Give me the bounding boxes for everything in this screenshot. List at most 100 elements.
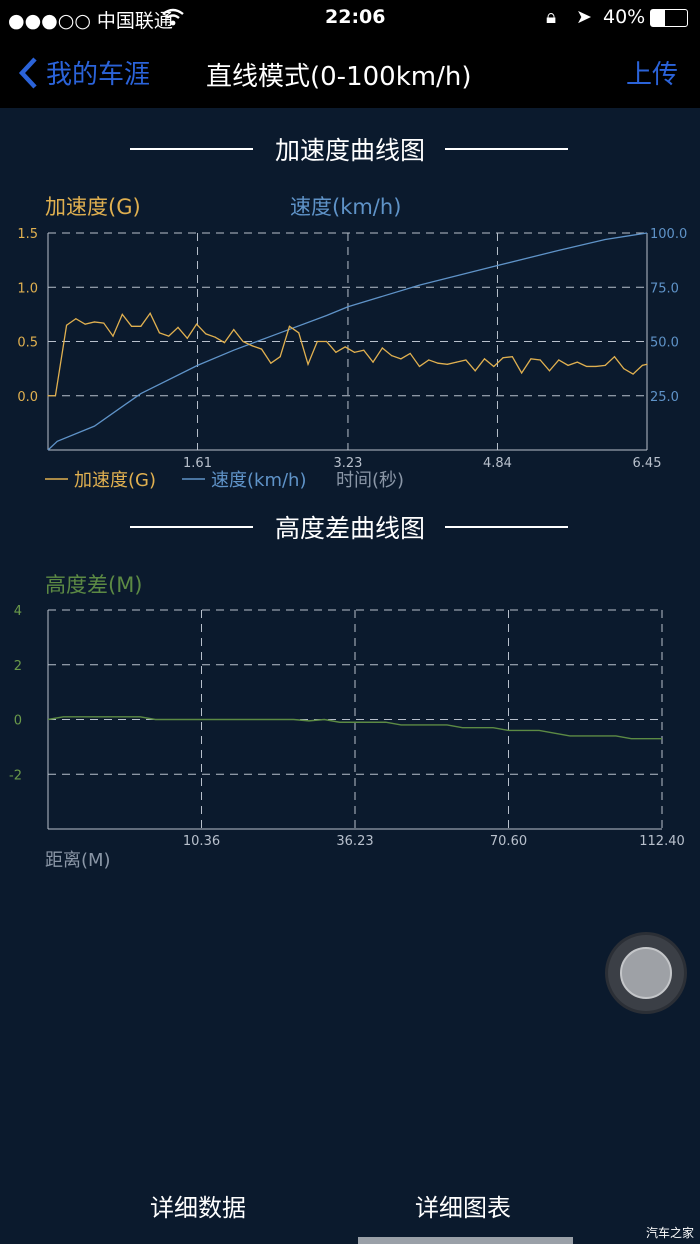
acceleration-point: [465, 359, 467, 361]
acceleration-point: [195, 323, 198, 325]
y-tick-label: 1.5: [17, 227, 38, 242]
acceleration-point: [474, 370, 476, 372]
acceleration-point: [186, 337, 188, 339]
acceleration-point: [646, 363, 648, 365]
speed-line: [47, 232, 648, 451]
y-tick-label: 0: [14, 714, 22, 729]
acceleration-point: [121, 313, 123, 315]
y2-tick-label: 75.0: [650, 281, 679, 296]
tab-selected-indicator: [358, 1237, 573, 1244]
acceleration-point: [641, 364, 643, 366]
acceleration-point: [391, 355, 393, 357]
acceleration-point: [158, 332, 161, 334]
acceleration-point: [279, 356, 281, 358]
acceleration-point: [168, 335, 170, 337]
acceleration-point: [456, 361, 458, 363]
acceleration-point: [437, 362, 439, 364]
y-tick-label: 2: [14, 659, 22, 674]
acceleration-point: [409, 352, 411, 355]
acceleration-point: [326, 340, 328, 343]
acceleration-point: [288, 325, 291, 327]
speed-axis-title: 速度(km/h): [290, 195, 401, 219]
acceleration-point: [270, 362, 272, 364]
acceleration-point: [511, 356, 513, 358]
acceleration-point: [65, 324, 68, 326]
acceleration-point: [483, 358, 486, 360]
legend-speed: 速度(km/h): [211, 470, 306, 491]
acceleration-point: [530, 358, 532, 360]
y-tick-label: 0.0: [17, 390, 38, 405]
carrier: ●●●○○ 中国联通: [8, 10, 173, 32]
acceleration-point: [381, 347, 383, 349]
divider: [130, 526, 253, 528]
acceleration-point: [140, 325, 142, 327]
acceleration-point: [418, 365, 421, 368]
acceleration-point: [316, 340, 318, 343]
acceleration-point: [223, 341, 226, 344]
divider: [445, 148, 568, 150]
legend-accel: 加速度(G): [74, 470, 156, 491]
acceleration-point: [623, 368, 625, 370]
acceleration-point: [586, 365, 588, 368]
back-label: 我的车涯: [46, 60, 151, 90]
acceleration-point: [521, 372, 523, 374]
altitude-axis-title: 高度差(M): [45, 573, 143, 597]
altitude-chart-title: 高度差曲线图: [274, 514, 425, 543]
acceleration-point: [446, 363, 448, 365]
watermark: 汽车之家: [645, 1226, 694, 1240]
x-tick-label: 10.36: [183, 834, 220, 849]
x-axis-title: 时间(秒): [336, 470, 404, 491]
acceleration-point: [233, 328, 235, 331]
status-bar: ●●●○○ 中国联通 22:06 🔒︎ ➤ 40%: [0, 0, 700, 36]
acceleration-point: [363, 349, 365, 351]
upload-button[interactable]: 上传: [625, 60, 678, 90]
x-tick-label: 3.23: [333, 456, 362, 471]
x-tick-label: 1.61: [183, 456, 212, 471]
acceleration-point: [75, 318, 77, 320]
acceleration-point: [177, 326, 179, 328]
acceleration-point: [242, 340, 244, 343]
battery-icon: [650, 9, 688, 27]
altitude-line: [47, 716, 662, 740]
y-tick-label: 4: [14, 604, 22, 619]
rotation-lock-icon: 🔒︎: [546, 6, 557, 28]
back-button[interactable]: 我的车涯: [18, 54, 150, 91]
acceleration-point: [298, 332, 300, 334]
tab-detail-data[interactable]: 详细数据: [150, 1194, 246, 1222]
acceleration-point: [54, 395, 57, 397]
battery-percent: 40%: [603, 6, 646, 28]
clock: 22:06: [325, 6, 386, 28]
acceleration-point: [205, 333, 207, 335]
acceleration-point: [112, 335, 114, 337]
acceleration-point: [558, 359, 560, 361]
acceleration-point: [251, 345, 253, 347]
accel-axis-title: 加速度(G): [45, 195, 141, 219]
distance-axis-title: 距离(M): [45, 850, 111, 871]
acceleration-point: [372, 361, 374, 363]
acceleration-point: [502, 357, 504, 359]
acceleration-point: [632, 373, 634, 375]
acceleration-point: [539, 359, 541, 361]
acceleration-point: [260, 348, 263, 350]
acceleration-point: [428, 359, 430, 361]
acceleration-point: [103, 322, 105, 324]
acceleration-point: [335, 351, 337, 353]
acceleration-point: [595, 365, 597, 368]
acceleration-point: [353, 351, 356, 353]
y2-tick-label: 25.0: [650, 390, 679, 405]
floating-button-inner: [620, 947, 672, 999]
x-tick-label: 70.60: [490, 834, 527, 849]
accel-chart-title: 加速度曲线图: [274, 136, 425, 165]
location-icon: ➤: [576, 6, 592, 28]
acceleration-point: [149, 312, 151, 314]
tab-detail-chart[interactable]: 详细图表: [415, 1194, 511, 1222]
divider: [445, 526, 568, 528]
nav-bar: [0, 36, 700, 108]
acceleration-point: [47, 395, 49, 397]
x-tick-label: 36.23: [336, 834, 373, 849]
x-tick-label: 4.84: [483, 456, 512, 471]
acceleration-point: [567, 364, 569, 366]
x-tick-label: 112.40: [639, 834, 685, 849]
y-tick-label: 1.0: [17, 281, 38, 296]
